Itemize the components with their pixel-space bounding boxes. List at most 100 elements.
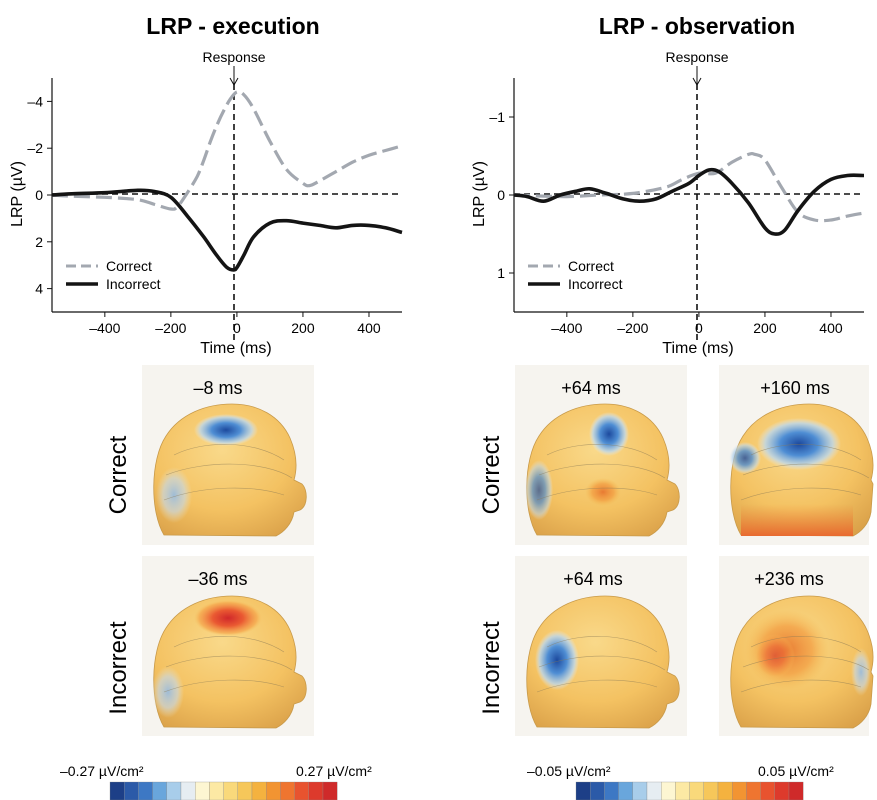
head-illustration — [153, 403, 307, 537]
execution-series-incorrect-line — [51, 188, 403, 272]
latency-label: +64 ms — [561, 378, 621, 398]
observation-lrp-chart: Response LRP (µV) Time (ms) –400 –200 0 200… — [471, 49, 865, 357]
observation-x-tick-label: –200 — [617, 320, 648, 336]
head-map-observation-incorrect-early: +64 ms — [515, 556, 687, 736]
execution-row-label-correct: Correct — [105, 435, 132, 514]
execution-series-correct-line — [51, 90, 403, 211]
execution-colorbar-cell — [152, 781, 167, 800]
head-illustration — [729, 403, 874, 537]
execution-x-tick-label: –200 — [155, 320, 186, 336]
observation-row-label-incorrect: Incorrect — [478, 621, 505, 715]
execution-colorbar-max-label: 0.27 µV/cm² — [296, 763, 372, 779]
observation-colorbar-cell — [675, 781, 690, 800]
head-illustration — [152, 595, 307, 729]
observation-response-label: Response — [665, 49, 728, 65]
observation-colorbar-cell — [575, 781, 591, 800]
execution-colorbar-cell — [322, 781, 338, 800]
head-map-execution-correct: –8 ms — [142, 365, 314, 545]
execution-colorbar-cell — [124, 781, 139, 800]
execution-x-tick-label: 0 — [233, 320, 241, 336]
observation-colorbar: –0.05 µV/cm² 0.05 µV/cm² — [527, 763, 834, 800]
observation-y-tick-label: –1 — [489, 109, 505, 125]
execution-y-tick-label: 2 — [35, 234, 43, 250]
execution-colorbar: –0.27 µV/cm² 0.27 µV/cm² — [60, 763, 372, 800]
head-map-observation-correct-early: +64 ms — [515, 365, 687, 545]
execution-colorbar-cell — [180, 781, 196, 800]
execution-colorbar-cells — [109, 781, 338, 800]
execution-colorbar-cell — [223, 781, 238, 800]
head-illustration — [525, 403, 680, 537]
observation-colorbar-cell — [732, 781, 747, 800]
observation-colorbar-cell — [661, 781, 676, 800]
observation-x-tick-label: 0 — [695, 320, 703, 336]
observation-y-tick-label: 0 — [497, 187, 505, 203]
head-illustration — [730, 595, 874, 729]
latency-label: +160 ms — [760, 378, 830, 398]
head-illustration — [526, 595, 680, 729]
execution-y-tick-label: 4 — [35, 281, 43, 297]
observation-legend: Correct Incorrect — [528, 258, 623, 292]
observation-series-correct-line — [513, 151, 865, 223]
execution-y-axis-label: LRP (µV) — [9, 161, 26, 227]
observation-x-tick-label: –400 — [551, 320, 582, 336]
execution-lrp-chart: Response LRP (µV) Time (ms) –400 –200 0 200… — [9, 49, 403, 357]
observation-colorbar-cell — [689, 781, 704, 800]
execution-colorbar-cell — [237, 781, 253, 800]
observation-y-axis-label: LRP (µV) — [471, 161, 488, 227]
observation-colorbar-cell — [717, 781, 733, 800]
observation-title: LRP - observation — [599, 13, 795, 39]
observation-x-axis-label: Time (ms) — [662, 340, 733, 357]
execution-colorbar-cell — [195, 781, 210, 800]
execution-x-tick-label: 400 — [357, 320, 381, 336]
head-map-observation-incorrect-late: +236 ms — [719, 556, 874, 736]
observation-colorbar-cell — [632, 781, 648, 800]
latency-label: –36 ms — [188, 569, 247, 589]
head-map-observation-correct-late: +160 ms — [719, 365, 874, 545]
observation-colorbar-cell — [618, 781, 633, 800]
execution-y-tick-label: 0 — [35, 187, 43, 203]
execution-colorbar-cell — [109, 781, 125, 800]
latency-label: +64 ms — [563, 569, 623, 589]
execution-legend: Correct Incorrect — [66, 258, 161, 292]
execution-colorbar-cell — [138, 781, 153, 800]
execution-colorbar-cell — [280, 781, 295, 800]
observation-legend-incorrect-label: Incorrect — [568, 276, 623, 292]
observation-colorbar-cell — [774, 781, 790, 800]
execution-x-axis-label: Time (ms) — [200, 340, 271, 357]
latency-label: +236 ms — [754, 569, 824, 589]
observation-colorbar-min-label: –0.05 µV/cm² — [527, 763, 611, 779]
execution-legend-correct-label: Correct — [106, 258, 152, 274]
execution-response-label: Response — [202, 49, 265, 65]
execution-colorbar-cell — [166, 781, 182, 800]
head-map-execution-incorrect: –36 ms — [142, 556, 314, 736]
observation-series-incorrect-line — [513, 167, 865, 236]
execution-colorbar-cell — [266, 781, 281, 800]
observation-colorbar-cell — [590, 781, 605, 800]
observation-row-label-correct: Correct — [478, 435, 505, 514]
execution-row-label-incorrect: Incorrect — [105, 621, 132, 715]
observation-colorbar-cells — [575, 781, 804, 800]
latency-label: –8 ms — [193, 378, 242, 398]
observation-y-tick-label: 1 — [497, 265, 505, 281]
execution-colorbar-cell — [308, 781, 324, 800]
observation-legend-correct-label: Correct — [568, 258, 614, 274]
execution-colorbar-min-label: –0.27 µV/cm² — [60, 763, 144, 779]
execution-x-tick-label: –400 — [89, 320, 120, 336]
observation-colorbar-cell — [788, 781, 804, 800]
observation-colorbar-cell — [703, 781, 719, 800]
observation-x-tick-label: 200 — [753, 320, 777, 336]
observation-colorbar-cell — [646, 781, 662, 800]
observation-colorbar-cell — [760, 781, 775, 800]
execution-title: LRP - execution — [146, 13, 319, 39]
execution-colorbar-cell — [251, 781, 267, 800]
observation-colorbar-cell — [746, 781, 761, 800]
observation-colorbar-max-label: 0.05 µV/cm² — [758, 763, 834, 779]
execution-x-tick-label: 200 — [291, 320, 315, 336]
execution-colorbar-cell — [209, 781, 224, 800]
observation-colorbar-cell — [604, 781, 619, 800]
observation-x-tick-label: 400 — [819, 320, 843, 336]
execution-colorbar-cell — [294, 781, 309, 800]
execution-y-tick-label: –2 — [27, 140, 43, 156]
execution-legend-incorrect-label: Incorrect — [106, 276, 161, 292]
